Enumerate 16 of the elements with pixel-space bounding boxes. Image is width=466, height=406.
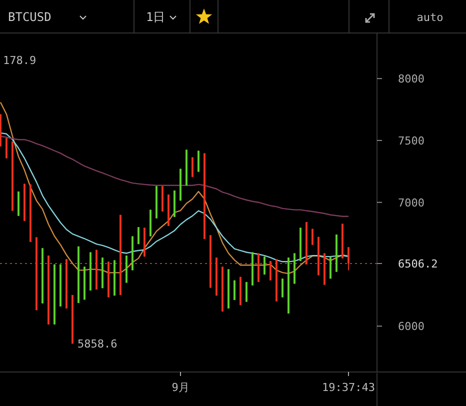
annotation: 5858.6 <box>78 338 118 351</box>
y-tick-label: 8000 <box>398 72 424 86</box>
line-series <box>0 132 350 262</box>
x-tick-label: 9月 <box>172 381 190 394</box>
chart-title: BTCUSD <box>8 10 52 24</box>
annotation: 178.9 <box>3 54 36 67</box>
chart-subtitle: 1日 <box>146 10 166 24</box>
ref-line-label: 6506.2 <box>398 257 438 270</box>
line-series <box>0 136 350 217</box>
line-series <box>0 102 350 274</box>
x-tick-label: 19:37:43 <box>322 381 375 394</box>
y-tick-label: 7500 <box>398 134 424 148</box>
candlestick <box>348 246 350 271</box>
text: auto <box>416 11 444 24</box>
y-tick-label: 7000 <box>398 196 424 210</box>
y-tick-label: 6000 <box>398 320 424 334</box>
